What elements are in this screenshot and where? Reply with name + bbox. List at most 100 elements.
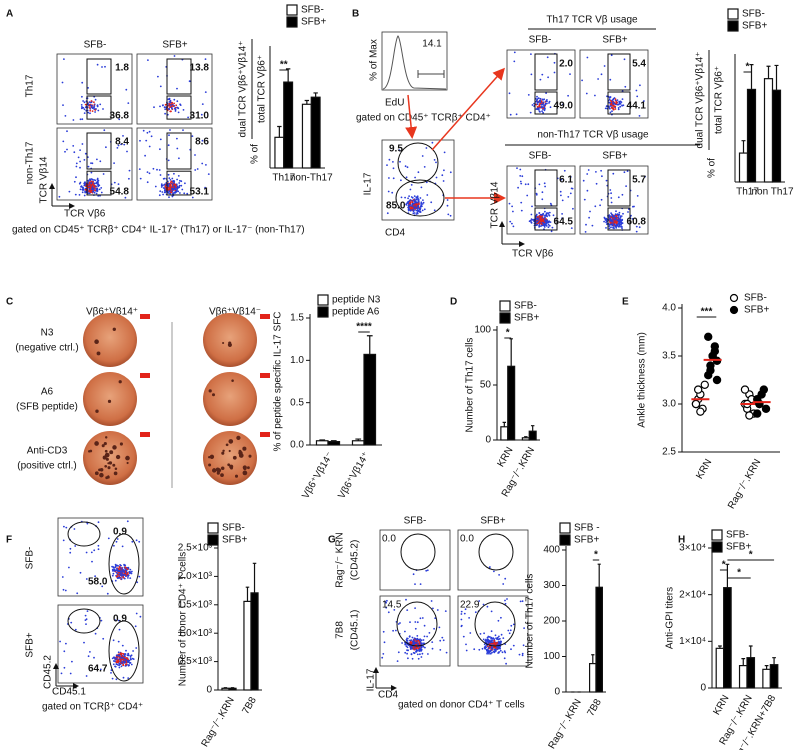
legend-swatch <box>499 312 511 324</box>
event-dot <box>618 218 621 221</box>
event-dot <box>62 140 65 143</box>
event-dot <box>626 170 629 173</box>
event-dot <box>612 226 615 228</box>
legend-swatch <box>559 534 571 546</box>
event-dot <box>553 61 556 64</box>
event-dot <box>510 624 513 627</box>
event-dot <box>435 161 437 164</box>
event-dot <box>129 568 132 571</box>
event-dot <box>552 214 555 217</box>
event-dot <box>540 103 543 106</box>
event-dot <box>111 677 114 680</box>
event-dot <box>123 574 126 576</box>
event-dot <box>411 636 414 639</box>
event-dot <box>77 156 80 159</box>
event-dot <box>62 539 65 542</box>
event-dot <box>521 600 524 603</box>
gate <box>108 533 140 595</box>
arrow <box>431 67 505 151</box>
y-axis-label: Number of Th17 cells <box>465 338 476 433</box>
event-dot <box>112 663 115 666</box>
event-dot <box>64 150 66 153</box>
error-bar <box>330 440 337 442</box>
event-dot <box>391 191 394 194</box>
x-axis-label: TCR Vβ6 <box>64 209 106 220</box>
elispot-spot <box>208 389 212 393</box>
event-dot <box>415 204 418 207</box>
event-dot <box>412 573 415 576</box>
event-dot <box>127 677 130 679</box>
event-dot <box>610 212 612 215</box>
event-dot <box>113 656 115 659</box>
event-dot <box>83 101 86 104</box>
event-dot <box>121 573 124 575</box>
event-dot <box>439 639 442 642</box>
event-dot <box>182 109 185 111</box>
event-dot <box>102 637 105 640</box>
event-dot <box>498 635 500 638</box>
event-dot <box>542 107 545 110</box>
event-dot <box>113 544 115 547</box>
event-dot <box>96 189 99 191</box>
event-dot <box>560 194 562 197</box>
event-dot <box>117 619 120 622</box>
event-dot <box>543 104 545 107</box>
event-dot <box>619 105 622 108</box>
event-dot <box>81 188 84 191</box>
event-dot <box>638 115 641 117</box>
event-dot <box>624 85 627 88</box>
event-dot <box>169 179 172 181</box>
event-dot <box>639 84 641 87</box>
event-dot <box>174 108 177 111</box>
event-dot <box>207 173 210 176</box>
event-dot <box>409 641 412 644</box>
event-dot <box>420 646 423 649</box>
event-dot <box>617 213 620 216</box>
gate <box>478 533 514 571</box>
event-dot <box>612 103 614 105</box>
event-dot <box>99 160 102 163</box>
event-dot <box>415 198 418 201</box>
event-dot <box>542 213 544 216</box>
event-dot <box>545 214 548 216</box>
event-dot <box>74 193 77 196</box>
column-header: SFB- <box>529 151 552 162</box>
event-dot <box>159 105 161 108</box>
event-dot <box>115 678 118 681</box>
event-dot <box>612 172 615 175</box>
event-dot <box>79 181 82 184</box>
gate-value: 22.9 <box>460 600 480 611</box>
event-dot <box>422 201 425 204</box>
scale-mark <box>140 432 150 437</box>
event-dot <box>617 103 620 106</box>
event-dot <box>127 577 129 579</box>
event-dot <box>410 184 413 186</box>
event-dot <box>126 150 128 153</box>
bar <box>738 664 748 689</box>
event-dot <box>605 220 608 223</box>
event-dot <box>168 190 171 193</box>
event-dot <box>618 220 620 223</box>
event-dot <box>94 98 97 101</box>
event-dot <box>173 55 176 57</box>
event-dot <box>111 574 114 577</box>
event-dot <box>414 203 417 206</box>
event-dot <box>171 182 174 184</box>
event-dot <box>176 87 178 90</box>
event-dot <box>63 525 65 528</box>
event-dot <box>539 97 542 100</box>
event-dot <box>420 201 423 204</box>
event-dot <box>90 101 92 104</box>
event-dot <box>148 130 151 133</box>
event-dot <box>105 146 107 149</box>
event-dot <box>543 222 545 225</box>
event-dot <box>511 205 513 208</box>
event-dot <box>600 73 603 76</box>
event-dot <box>115 540 118 543</box>
event-dot <box>610 197 613 199</box>
event-dot <box>423 635 426 638</box>
legend-swatch <box>317 306 329 318</box>
event-dot <box>519 180 522 183</box>
bar <box>228 687 237 691</box>
